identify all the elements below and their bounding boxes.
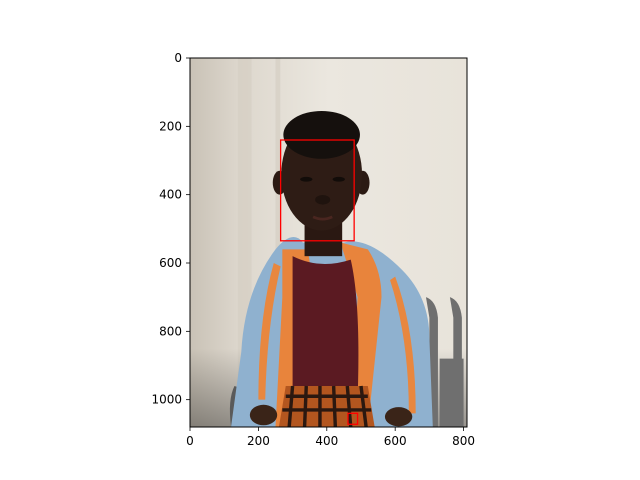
photo-eye-right — [332, 176, 345, 182]
annotation-rect-1 — [347, 412, 359, 425]
photo-wall-crease-2 — [275, 58, 281, 427]
photo-hand-left — [249, 404, 278, 426]
x-tick-label: 200 — [247, 434, 270, 448]
x-tick-label: 800 — [452, 434, 475, 448]
photo-hair — [283, 110, 360, 159]
y-tick-label: 1000 — [151, 393, 182, 407]
photo-sleeve-stripe-right — [390, 276, 416, 414]
photo-chair — [425, 297, 464, 427]
y-tick-label: 0 — [174, 51, 182, 65]
photo-eye-left — [300, 176, 313, 182]
y-tick-label: 400 — [159, 188, 182, 202]
photo — [190, 58, 467, 427]
annotation-rect-0 — [279, 139, 355, 242]
photo-sleeve-stripe-left — [258, 262, 281, 400]
photo-nose — [315, 195, 331, 205]
x-tick-label: 0 — [186, 434, 194, 448]
photo-mouth — [312, 215, 333, 221]
photo-top — [292, 256, 359, 400]
axes-frame — [189, 57, 468, 428]
x-tick-label: 400 — [315, 434, 338, 448]
y-axis: 0 200 400 600 800 1000 — [151, 51, 190, 407]
y-tick-label: 800 — [159, 324, 182, 338]
photo-skirt-pattern — [282, 385, 372, 427]
photo-jacket-front-right — [340, 242, 382, 427]
photo-hand-right — [384, 407, 413, 427]
x-tick-label: 600 — [384, 434, 407, 448]
y-tick-label: 200 — [159, 119, 182, 133]
x-axis: 0 200 400 600 800 — [186, 427, 475, 448]
annotations — [279, 139, 359, 425]
y-tick-label: 600 — [159, 256, 182, 270]
